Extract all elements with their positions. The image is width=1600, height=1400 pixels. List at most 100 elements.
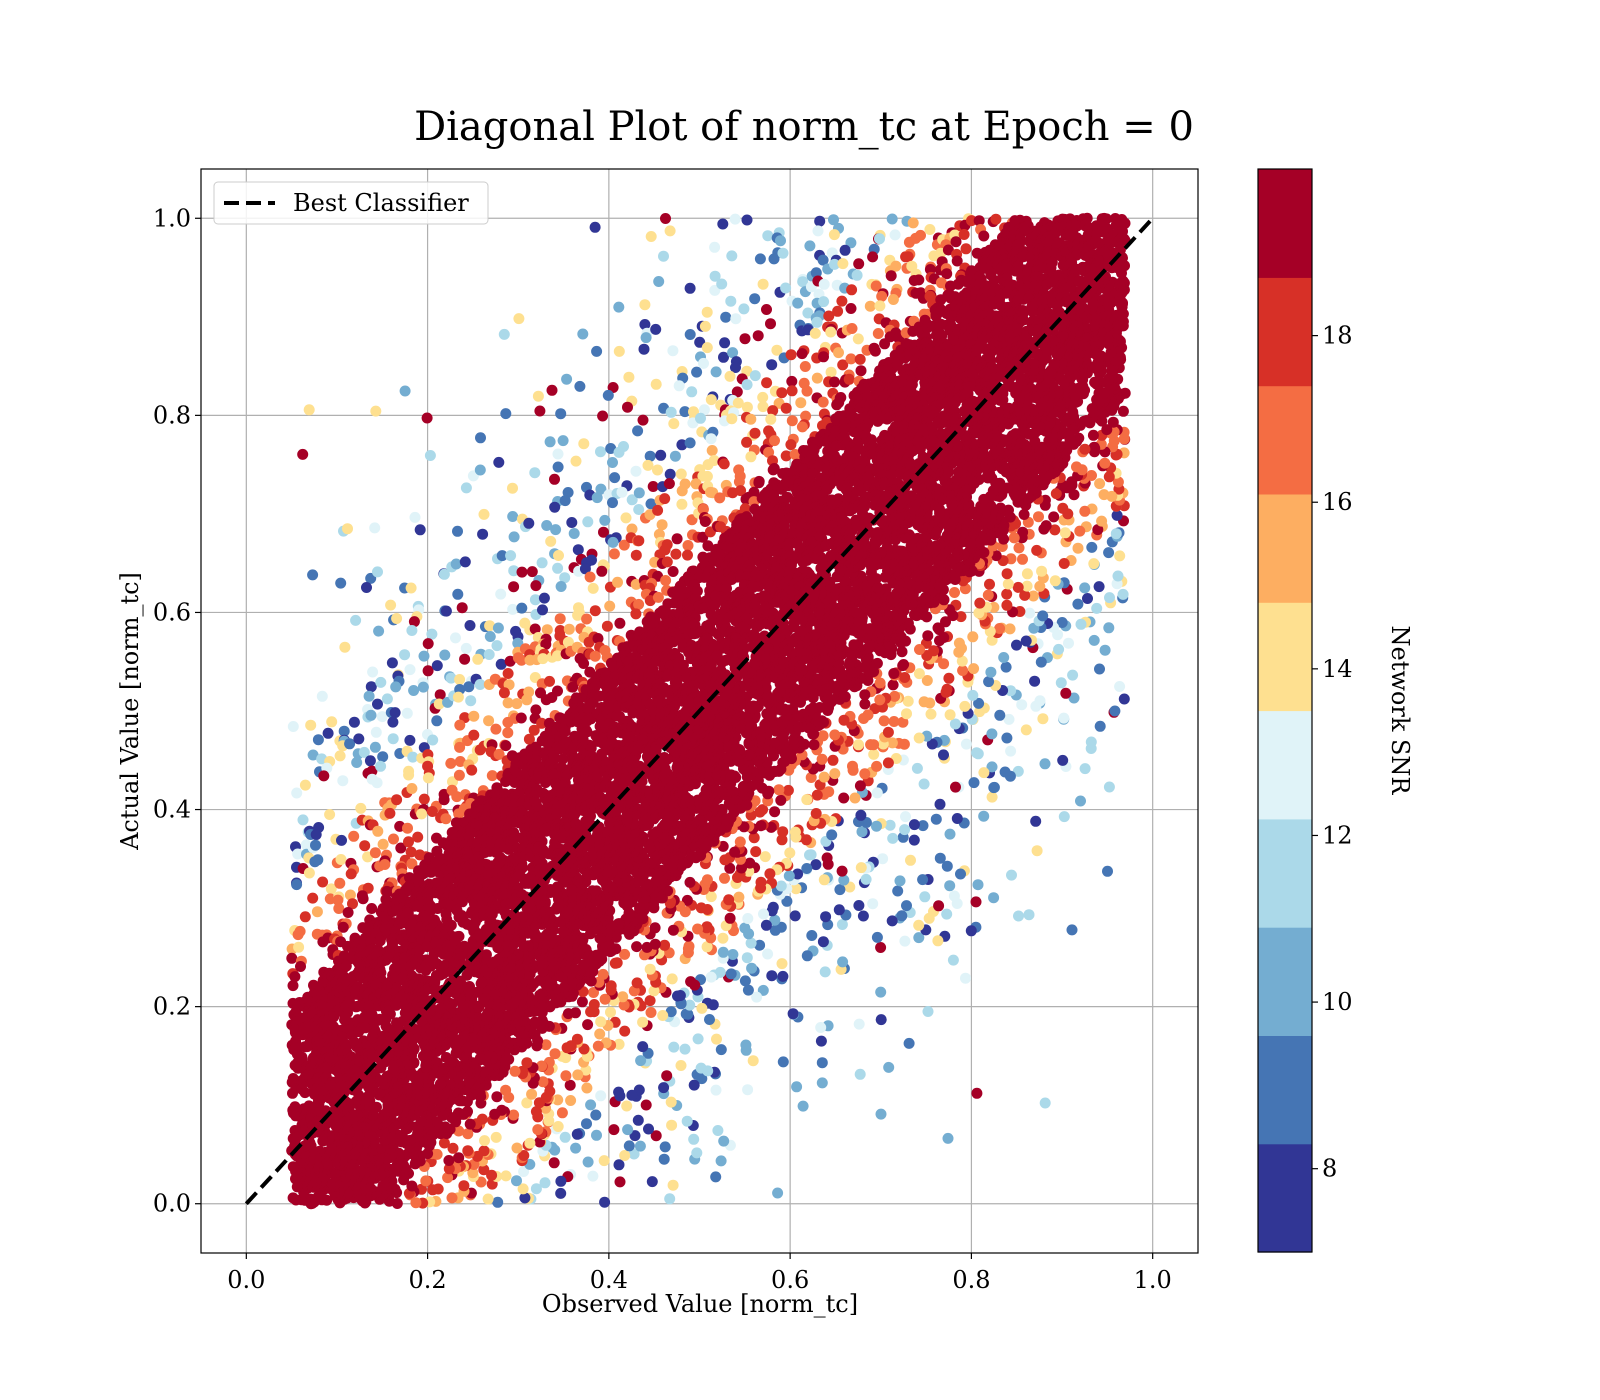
scatter-point [853,739,864,751]
scatter-point [777,247,789,259]
scatter-point [978,767,990,779]
scatter-point [775,794,787,806]
scatter-point [817,254,829,266]
scatter-point [361,582,372,593]
scatter-point [530,580,542,592]
scatter-point [1005,685,1017,697]
scatter-point [836,295,848,307]
scatter-point [621,1100,633,1112]
scatter-point [953,637,965,649]
scatter-point [365,709,377,721]
scatter-point [854,353,866,365]
scatter-point [532,390,544,402]
scatter-point [399,385,411,397]
scatter-point [517,1183,529,1195]
scatter-point [421,412,433,424]
scatter-point [463,681,475,693]
scatter-point [882,726,894,738]
scatter-point [640,1099,652,1111]
scatter-point [333,903,345,914]
scatter-point [704,1014,715,1025]
scatter-point [1021,568,1033,580]
scatter-point [538,592,550,604]
scatter-point [658,250,669,262]
scatter-point [407,751,419,763]
scatter-point [653,528,665,540]
scatter-point [827,754,839,766]
scatter-point [1034,580,1046,592]
scatter-point [599,514,611,526]
scatter-point [570,455,582,467]
scatter-point [587,1170,599,1182]
scatter-point [475,432,486,444]
scatter-point [899,672,911,683]
scatter-point [823,310,835,322]
scatter-point [1087,429,1099,441]
scatter-point [502,727,514,739]
scatter-point [664,225,676,237]
scatter-point [691,1147,703,1159]
scatter-point [786,415,798,427]
scatter-point [609,957,621,969]
scatter-point [607,457,618,468]
scatter-point [483,715,495,727]
scatter-point [759,851,771,863]
scatter-point [303,867,315,879]
scatter-point [631,941,643,953]
scatter-point [829,768,841,780]
scatter-point [454,756,466,767]
scatter-point [766,359,778,371]
scatter-point [556,1107,568,1119]
scatter-point [688,1079,700,1091]
scatter-point [545,535,557,547]
scatter-point [710,366,722,378]
scatter-point [1093,581,1105,593]
scatter-point [596,565,608,577]
scatter-point [466,764,478,776]
scatter-point [656,519,668,531]
scatter-point [630,465,642,477]
scatter-point [877,853,889,865]
scatter-point [559,1131,571,1143]
scatter-point [777,757,789,769]
scatter-point [711,1033,722,1045]
scatter-point [496,550,508,562]
scatter-point [1075,795,1086,807]
scatter-point [601,620,613,632]
scatter-point [777,970,789,982]
scatter-point [446,1192,458,1204]
scatter-point [500,1084,512,1096]
scatter-point [1117,588,1129,600]
scatter-point [676,439,688,451]
scatter-point [1002,578,1014,590]
scatter-point [1075,618,1087,630]
scatter-point [1049,575,1061,587]
scatter-point [440,605,452,617]
scatter-point [784,847,796,859]
scatter-point [365,572,377,584]
scatter-point [672,990,683,1002]
scatter-point [666,973,678,985]
scatter-point [747,1055,759,1067]
scatter-point [930,813,942,825]
scatter-point [665,1096,677,1108]
scatter-point [718,1135,730,1147]
scatter-point [944,828,956,840]
scatter-point [734,836,746,848]
scatter-point [307,892,319,904]
scatter-point [733,891,745,903]
scatter-point [474,679,486,690]
scatter-point [1024,607,1036,619]
scatter-point [814,215,826,227]
scatter-point [775,880,787,892]
scatter-point [486,770,498,782]
scatter-point [1049,524,1061,536]
scatter-point [757,984,769,996]
scatter-point [886,213,898,225]
scatter-point [491,640,503,652]
scatter-point [495,588,507,600]
scatter-point [950,781,961,793]
scatter-point [959,700,971,712]
scatter-point [1060,687,1072,699]
